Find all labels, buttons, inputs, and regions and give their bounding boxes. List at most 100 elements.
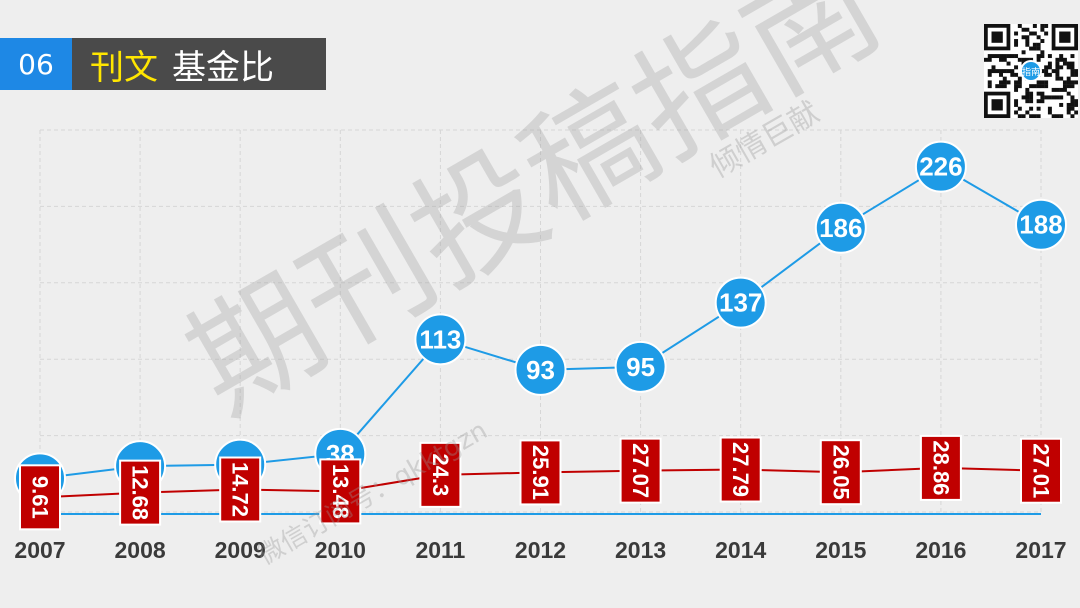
qr-module bbox=[1014, 42, 1019, 47]
qr-module bbox=[1021, 50, 1026, 55]
title-highlight: 刊文 bbox=[90, 47, 158, 88]
series-red: 9.61 12.68 14.72 13.48 24.3 25.91 27.07 27.79 26… bbox=[19, 434, 1062, 531]
qr-module bbox=[1070, 106, 1075, 111]
qr-module bbox=[1025, 57, 1030, 62]
qr-module bbox=[995, 54, 1000, 59]
qr-module bbox=[1014, 80, 1019, 85]
qr-module bbox=[1066, 106, 1071, 111]
qr-module bbox=[1044, 65, 1049, 70]
red-data-label: 9.61 bbox=[28, 476, 53, 519]
qr-module bbox=[1051, 87, 1056, 92]
blue-point bbox=[914, 140, 967, 193]
qr-module bbox=[1021, 114, 1026, 118]
qr-module bbox=[1059, 95, 1064, 100]
qr-module bbox=[1040, 91, 1045, 96]
qr-module bbox=[1074, 102, 1078, 107]
qr-module bbox=[1032, 42, 1037, 47]
qr-module bbox=[1070, 80, 1075, 85]
qr-module bbox=[1036, 35, 1041, 40]
qr-module bbox=[1055, 87, 1060, 92]
red-point bbox=[919, 434, 962, 501]
qr-module bbox=[1062, 61, 1067, 66]
qr-module bbox=[1066, 110, 1071, 115]
qr-module bbox=[1055, 57, 1060, 62]
qr-module bbox=[1062, 57, 1067, 62]
qr-module bbox=[1021, 35, 1026, 40]
qr-module bbox=[984, 57, 988, 62]
qr-module bbox=[1074, 110, 1078, 115]
qr-module bbox=[1040, 39, 1045, 43]
qr-module bbox=[1055, 114, 1060, 118]
red-data-label: 27.79 bbox=[728, 442, 753, 497]
qr-module bbox=[1021, 57, 1026, 62]
qr-module bbox=[1014, 72, 1019, 77]
qr-module bbox=[1055, 95, 1060, 100]
red-point bbox=[619, 437, 662, 504]
qr-module bbox=[1029, 114, 1034, 118]
qr-module bbox=[1036, 80, 1041, 85]
qr-module bbox=[1062, 87, 1067, 92]
qr-module bbox=[1070, 95, 1075, 100]
qr-module bbox=[1040, 69, 1045, 74]
qr-module bbox=[1017, 84, 1022, 89]
qr-module bbox=[1006, 80, 1011, 85]
qr-module bbox=[1059, 65, 1064, 70]
qr-module bbox=[999, 72, 1003, 77]
x-tick-label: 2009 bbox=[215, 537, 266, 563]
qr-module bbox=[1059, 114, 1064, 118]
red-data-label: 24.3 bbox=[428, 453, 453, 496]
qr-module bbox=[1047, 61, 1052, 66]
qr-module bbox=[1047, 110, 1052, 115]
qr-module bbox=[1059, 87, 1064, 92]
red-point bbox=[319, 458, 362, 525]
x-tick-label: 2017 bbox=[1015, 537, 1066, 563]
x-tick-label: 2011 bbox=[415, 537, 465, 563]
title-rest: 基金比 bbox=[172, 47, 274, 88]
qr-module bbox=[1029, 95, 1034, 100]
qr-module bbox=[1025, 42, 1030, 47]
qr-module bbox=[1036, 99, 1041, 104]
qr-module bbox=[1014, 65, 1019, 70]
blue-data-label: 226 bbox=[919, 152, 962, 182]
qr-module bbox=[1036, 57, 1041, 62]
qr-module bbox=[1066, 65, 1071, 70]
qr-module bbox=[1014, 102, 1019, 107]
qr-module bbox=[1074, 72, 1078, 77]
qr-module bbox=[1070, 72, 1075, 77]
blue-point bbox=[414, 313, 467, 366]
blue-data-label: 95 bbox=[626, 352, 655, 382]
blue-data-label: 93 bbox=[526, 355, 555, 385]
qr-module bbox=[1040, 95, 1045, 100]
qr-module bbox=[1040, 84, 1045, 89]
qr-module bbox=[1017, 57, 1022, 62]
qr-module bbox=[1017, 80, 1022, 85]
qr-module bbox=[1074, 99, 1078, 104]
qr-module bbox=[1070, 65, 1075, 70]
qr-module bbox=[1029, 84, 1034, 89]
qr-module bbox=[991, 54, 996, 59]
x-tick-label: 2008 bbox=[115, 537, 166, 563]
qr-module bbox=[1066, 102, 1071, 107]
x-tick-label: 2012 bbox=[515, 537, 566, 563]
qr-module bbox=[1059, 102, 1064, 107]
qr-module bbox=[1010, 72, 1015, 77]
qr-module bbox=[1017, 114, 1022, 118]
qr-module bbox=[1032, 114, 1037, 118]
red-point bbox=[19, 464, 61, 531]
blue-point bbox=[714, 276, 767, 329]
qr-module bbox=[1032, 24, 1037, 28]
red-data-label: 27.01 bbox=[1029, 443, 1054, 498]
qr-module bbox=[1070, 99, 1075, 104]
red-point bbox=[519, 439, 562, 506]
qr-module bbox=[1051, 95, 1056, 100]
blue-point bbox=[814, 201, 867, 254]
qr-module bbox=[1025, 35, 1030, 40]
qr-module bbox=[1047, 65, 1052, 70]
qr-module bbox=[1014, 54, 1019, 59]
qr-module bbox=[1029, 57, 1034, 62]
qr-module bbox=[1066, 80, 1071, 85]
qr-module bbox=[1074, 69, 1078, 74]
red-data-label: 14.72 bbox=[228, 462, 253, 517]
qr-module bbox=[1059, 76, 1064, 81]
qr-module bbox=[1070, 102, 1075, 107]
